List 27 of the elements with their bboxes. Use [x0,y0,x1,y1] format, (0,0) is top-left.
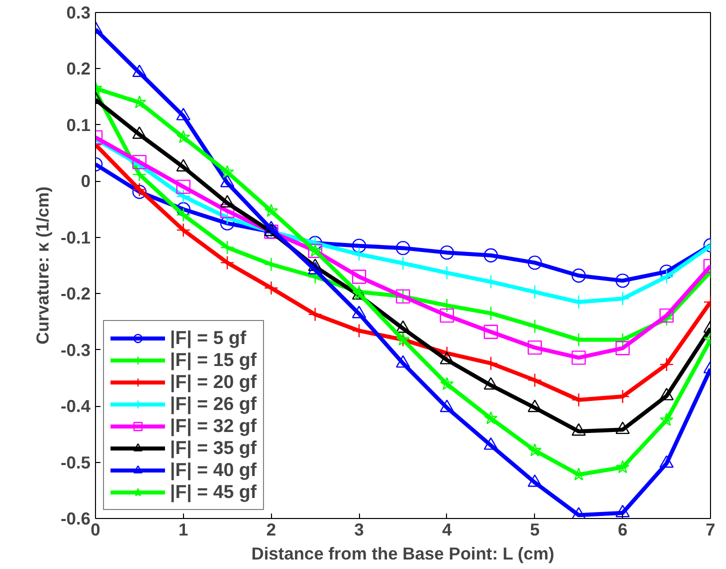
x-tick-label: 3 [354,520,364,540]
x-tick-label: 1 [178,520,189,540]
legend-label: |F| = 32 gf [170,415,257,437]
legend-label: |F| = 40 gf [170,459,257,481]
legend-label: |F| = 15 gf [170,349,257,371]
y-tick-label: -0.4 [60,396,91,416]
y-tick-label: -0.2 [60,284,90,304]
legend-label: |F| = 20 gf [170,371,257,393]
legend-label: |F| = 26 gf [170,393,257,415]
y-tick-label: -0.5 [60,452,91,472]
x-tick-label: 2 [266,520,276,540]
x-tick-label: 4 [442,520,452,540]
legend-label: |F| = 45 gf [170,481,257,503]
y-tick-label: 0.1 [66,114,91,135]
legend-label: |F| = 35 gf [170,437,257,459]
y-tick-label: 0.2 [66,58,91,79]
y-tick-label: 0 [80,171,91,192]
y-tick-label: -0.1 [60,227,91,248]
x-tick-label: 5 [530,520,540,540]
legend-label: |F| = 5 gf [170,327,246,349]
y-axis-title: Curvature: κ (1/cm) [32,186,53,344]
y-tick-label: 0.3 [66,2,91,22]
x-tick-label: 6 [618,520,628,540]
y-tick-label: -0.3 [60,340,91,360]
x-axis-title: Distance from the Base Point: L (cm) [251,544,554,564]
y-tick-label: -0.6 [60,508,91,528]
x-tick-label: 7 [706,520,716,540]
